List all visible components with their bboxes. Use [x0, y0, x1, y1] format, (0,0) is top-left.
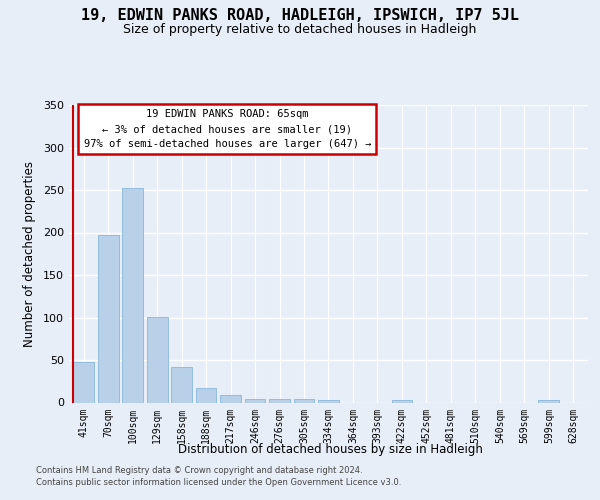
- Bar: [196, 388, 217, 402]
- Bar: [73, 362, 94, 403]
- Bar: [293, 399, 314, 402]
- Text: Distribution of detached houses by size in Hadleigh: Distribution of detached houses by size …: [178, 442, 482, 456]
- Text: 19, EDWIN PANKS ROAD, HADLEIGH, IPSWICH, IP7 5JL: 19, EDWIN PANKS ROAD, HADLEIGH, IPSWICH,…: [81, 8, 519, 22]
- Text: Contains public sector information licensed under the Open Government Licence v3: Contains public sector information licen…: [36, 478, 401, 487]
- Text: Size of property relative to detached houses in Hadleigh: Size of property relative to detached ho…: [124, 22, 476, 36]
- Text: 19 EDWIN PANKS ROAD: 65sqm
← 3% of detached houses are smaller (19)
97% of semi-: 19 EDWIN PANKS ROAD: 65sqm ← 3% of detac…: [83, 110, 371, 149]
- Bar: [98, 235, 119, 402]
- Bar: [147, 316, 167, 402]
- Bar: [538, 400, 559, 402]
- Bar: [171, 367, 192, 402]
- Bar: [245, 399, 265, 402]
- Bar: [318, 400, 339, 402]
- Bar: [122, 188, 143, 402]
- Bar: [220, 395, 241, 402]
- Bar: [269, 399, 290, 402]
- Text: Contains HM Land Registry data © Crown copyright and database right 2024.: Contains HM Land Registry data © Crown c…: [36, 466, 362, 475]
- Y-axis label: Number of detached properties: Number of detached properties: [23, 161, 36, 347]
- Bar: [392, 400, 412, 402]
